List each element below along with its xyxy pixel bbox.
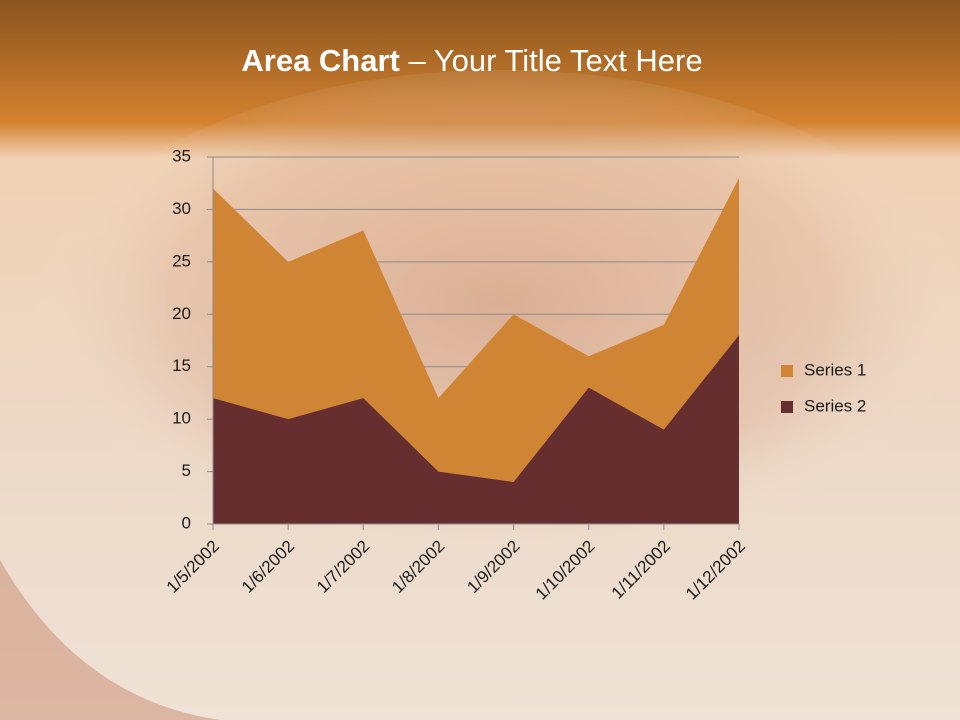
legend-swatch [781, 365, 793, 377]
y-tick-label: 20 [172, 304, 191, 323]
y-tick-label: 0 [182, 513, 191, 532]
legend-label: Series 1 [804, 360, 866, 379]
y-tick-label: 30 [172, 199, 191, 218]
y-tick-label: 5 [182, 461, 191, 480]
y-tick-label: 15 [172, 356, 191, 375]
y-tick-label: 10 [172, 409, 191, 428]
y-tick-label: 35 [172, 146, 191, 165]
bowl-rim [0, 560, 220, 720]
legend-swatch [781, 401, 793, 413]
title-rest: – Your Title Text Here [409, 43, 703, 78]
title-bold: Area Chart [241, 43, 400, 78]
y-tick-label: 25 [172, 251, 191, 270]
chart-title: Area Chart – Your Title Text Here [241, 43, 702, 78]
legend-label: Series 2 [804, 396, 866, 415]
area [213, 335, 739, 524]
